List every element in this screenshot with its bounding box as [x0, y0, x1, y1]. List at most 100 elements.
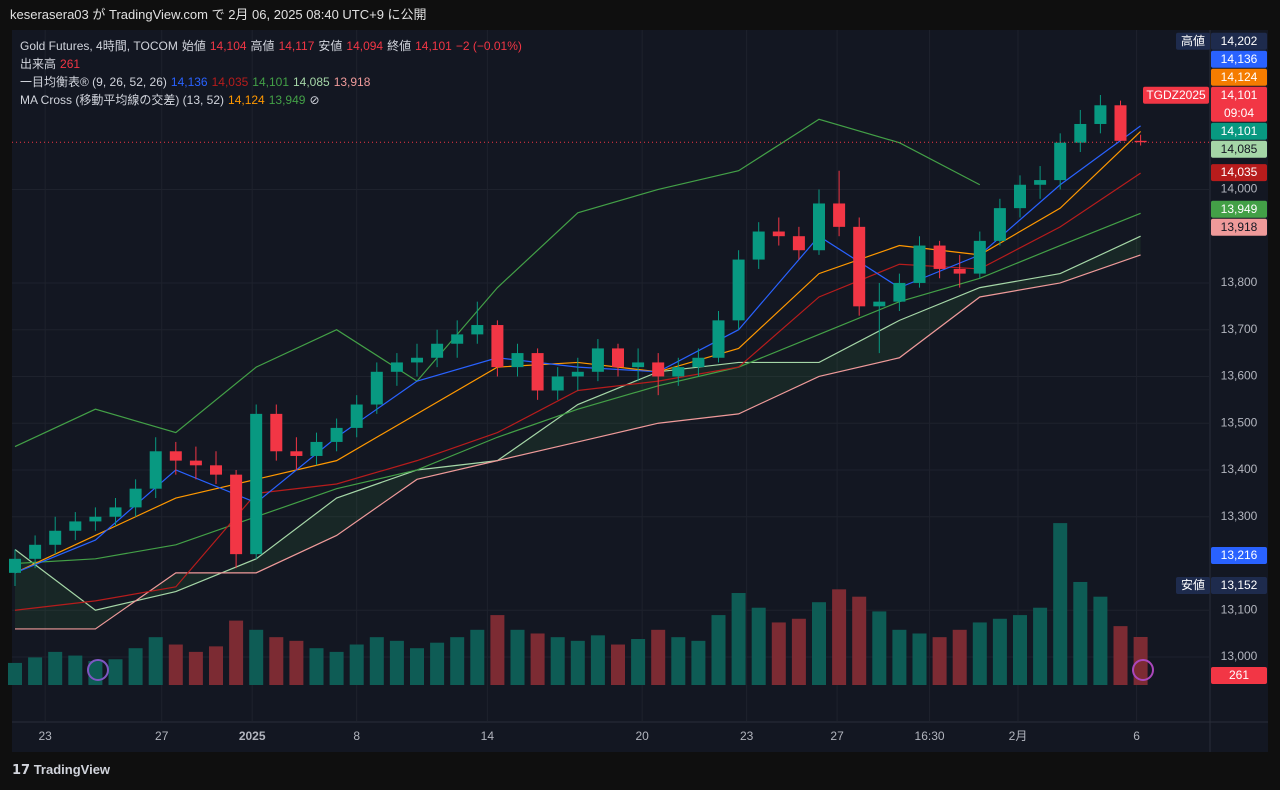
volume-bar [1113, 626, 1128, 685]
volume-bar [188, 651, 203, 685]
candle-body [692, 357, 705, 368]
volume-bar [570, 640, 585, 685]
legend-text: 14,035 [211, 75, 249, 89]
legend-text: 14,136 [170, 75, 208, 89]
price-tag-label: 14,124 [1221, 70, 1258, 84]
price-tag-label: 14,101 [1221, 88, 1258, 102]
volume-bar [148, 637, 163, 685]
price-tag [1211, 218, 1267, 236]
volume-bar [771, 622, 786, 685]
price-tag-label: 13,152 [1221, 578, 1258, 592]
candle-body [230, 474, 243, 555]
candle-body [571, 371, 584, 377]
price-tag [1211, 122, 1267, 140]
legend-text: 14,101 [415, 39, 452, 53]
y-tick-label: 13,800 [1221, 275, 1258, 289]
y-tick-label: 13,600 [1221, 369, 1258, 383]
candle-body [451, 334, 464, 344]
volume-bar [269, 637, 284, 685]
volume-bar [711, 615, 726, 685]
legend-text: 始値 [181, 39, 206, 53]
legend-row: 一目均衡表® (9, 26, 52, 26) 14,136 14,035 14,101… [20, 73, 526, 91]
price-tag [1211, 86, 1267, 122]
logo-mark: 𝟭𝟳 [12, 762, 34, 777]
x-tick-label: 27 [155, 729, 169, 743]
volume-bar [812, 602, 826, 685]
price-tag-label: 14,136 [1221, 52, 1258, 66]
price-tag-time: 09:04 [1224, 106, 1254, 120]
price-tag [1211, 140, 1267, 158]
legend-text: −2 (−0.01%) [455, 39, 522, 53]
volume-bar [48, 651, 63, 685]
legend-row: Gold Futures, 4時間, TOCOM 始値 14,104 高値 14,117… [20, 37, 526, 55]
replay-icon [87, 659, 109, 681]
volume-bar [530, 633, 545, 685]
volume-bar [671, 637, 686, 685]
footer-logo: 𝟭𝟳 TradingView [12, 762, 110, 778]
candle-body [330, 427, 343, 442]
candle-body [913, 245, 926, 283]
candle-body [893, 282, 906, 302]
candle-body [1094, 105, 1107, 124]
volume-bar [329, 651, 344, 685]
candle-body [953, 268, 966, 274]
candle-body [210, 465, 222, 475]
candle-body [531, 353, 544, 391]
volume-bar [249, 629, 264, 685]
candle-body [89, 516, 102, 522]
price-tag-label: 14,202 [1221, 34, 1258, 48]
candle-body [310, 441, 323, 456]
legend: Gold Futures, 4時間, TOCOM 始値 14,104 高値 14,117… [20, 37, 526, 109]
price-tag-prefix-bg [1176, 32, 1210, 50]
x-tick-label: 14 [481, 729, 495, 743]
volume-bar [28, 657, 43, 685]
candle-body [772, 231, 785, 237]
volume-bar [1053, 523, 1068, 685]
legend-text: 14,101 [252, 75, 289, 89]
y-tick-label: 13,100 [1221, 602, 1258, 616]
volume-bar [108, 659, 123, 685]
candle-body [1074, 123, 1087, 143]
price-tag [1211, 200, 1267, 218]
volume-bar [852, 596, 867, 685]
volume-bar [168, 644, 183, 685]
legend-text: 14,104 [209, 39, 247, 53]
x-tick-label: 20 [635, 729, 649, 743]
volume-bar [1033, 607, 1048, 685]
indicator-line [14, 118, 981, 448]
volume-bar [832, 589, 847, 685]
price-tag [1211, 50, 1267, 68]
candle-body [109, 507, 122, 517]
candle-body [792, 236, 805, 251]
candle-body [9, 558, 21, 573]
price-tag [1211, 164, 1267, 182]
candle-body [390, 362, 403, 372]
candle-body [431, 343, 444, 358]
legend-text: 14,117 [278, 39, 315, 53]
candle-body [973, 240, 986, 274]
volume-bar [289, 640, 304, 685]
legend-row: MA Cross (移動平均線の交差) (13, 52) 14,124 13,949… [20, 91, 526, 109]
volume-bar [309, 648, 324, 685]
volume-bar [369, 637, 384, 685]
y-tick-label: 14,000 [1221, 182, 1258, 196]
candle-body [250, 413, 263, 555]
y-tick-label: 13,400 [1221, 462, 1258, 476]
candle-body [270, 413, 283, 452]
volume-bar [450, 637, 465, 685]
candle-body [833, 203, 846, 227]
candle-body [69, 521, 82, 531]
price-tag-label: 14,035 [1221, 165, 1258, 179]
price-tag-label: 13,216 [1221, 548, 1258, 562]
legend-text: 14,094 [346, 39, 384, 53]
legend-text: Gold Futures, 4時間, TOCOM [20, 39, 178, 53]
y-tick-label: 13,500 [1221, 415, 1258, 429]
legend-text: 14,085 [293, 75, 330, 89]
candle-body [511, 353, 524, 368]
volume-bar [410, 648, 424, 685]
volume-bar [490, 615, 505, 685]
volume-bar [892, 629, 907, 685]
price-tag-label: 14,101 [1221, 124, 1258, 138]
candle-body [189, 460, 202, 466]
x-tick-label: 2月 [1009, 729, 1028, 743]
